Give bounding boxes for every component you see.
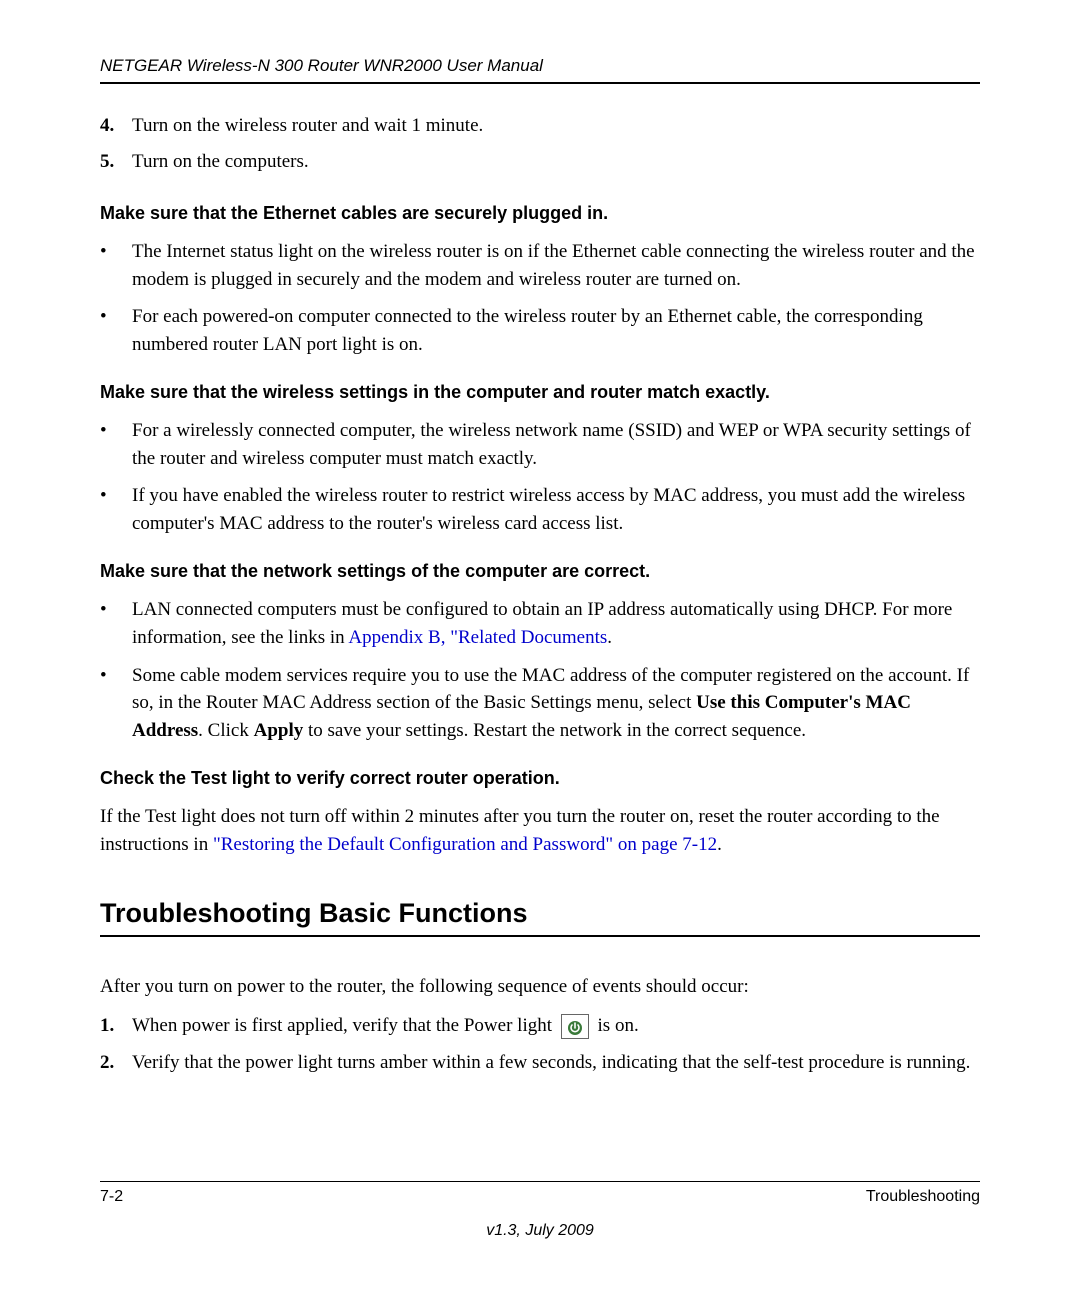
step-number: 5.: [100, 148, 132, 176]
text-run: When power is first applied, verify that…: [132, 1015, 557, 1036]
bullet-text: The Internet status light on the wireles…: [132, 238, 980, 293]
testlight-paragraph: If the Test light does not turn off with…: [100, 803, 980, 858]
section-heading: Troubleshooting Basic Functions: [100, 898, 980, 937]
bullet-icon: •: [100, 417, 132, 472]
text-run: is on.: [593, 1015, 639, 1036]
bullet-text: For each powered-on computer connected t…: [132, 303, 980, 358]
troubleshooting-steps: 1. When power is first applied, verify t…: [100, 1011, 980, 1078]
step-number: 1.: [100, 1011, 132, 1040]
bold-text: Apply: [254, 720, 304, 741]
list-item: • LAN connected computers must be config…: [100, 596, 980, 651]
list-item: 2. Verify that the power light turns amb…: [100, 1048, 980, 1077]
continued-steps-list: 4. Turn on the wireless router and wait …: [100, 112, 980, 175]
bullet-icon: •: [100, 482, 132, 537]
bullet-icon: •: [100, 303, 132, 358]
footer-section: Troubleshooting: [866, 1188, 980, 1206]
bullet-text: If you have enabled the wireless router …: [132, 482, 980, 537]
list-item: • If you have enabled the wireless route…: [100, 482, 980, 537]
text-run: to save your settings. Restart the netwo…: [303, 720, 806, 741]
step-text: Verify that the power light turns amber …: [132, 1048, 970, 1077]
subheading-ethernet: Make sure that the Ethernet cables are s…: [100, 203, 980, 224]
text-run: .: [607, 627, 612, 648]
bullet-icon: •: [100, 238, 132, 293]
list-item: 5. Turn on the computers.: [100, 148, 980, 176]
power-icon: [561, 1014, 589, 1039]
restore-link[interactable]: "Restoring the Default Configuration and…: [213, 834, 717, 855]
bullet-text: For a wirelessly connected computer, the…: [132, 417, 980, 472]
list-item: 1. When power is first applied, verify t…: [100, 1011, 980, 1040]
step-number: 4.: [100, 112, 132, 140]
subheading-testlight: Check the Test light to verify correct r…: [100, 768, 980, 789]
version-label: v1.3, July 2009: [0, 1222, 1080, 1240]
text-run: . Click: [198, 720, 253, 741]
list-item: • For each powered-on computer connected…: [100, 303, 980, 358]
wireless-bullets: • For a wirelessly connected computer, t…: [100, 417, 980, 537]
list-item: • For a wirelessly connected computer, t…: [100, 417, 980, 472]
page-number: 7-2: [100, 1188, 123, 1206]
appendix-link[interactable]: Appendix B, "Related Documents: [348, 627, 607, 648]
subheading-network: Make sure that the network settings of t…: [100, 561, 980, 582]
subheading-wireless: Make sure that the wireless settings in …: [100, 382, 980, 403]
list-item: • The Internet status light on the wirel…: [100, 238, 980, 293]
step-text: When power is first applied, verify that…: [132, 1011, 639, 1040]
step-text: Turn on the computers.: [132, 148, 309, 176]
network-bullets: • LAN connected computers must be config…: [100, 596, 980, 744]
list-item: 4. Turn on the wireless router and wait …: [100, 112, 980, 140]
step-number: 2.: [100, 1048, 132, 1077]
bullet-text: LAN connected computers must be configur…: [132, 596, 980, 651]
text-run: .: [717, 834, 722, 855]
intro-paragraph: After you turn on power to the router, t…: [100, 973, 980, 1001]
bullet-icon: •: [100, 662, 132, 745]
list-item: • Some cable modem services require you …: [100, 662, 980, 745]
page-header: NETGEAR Wireless-N 300 Router WNR2000 Us…: [100, 56, 980, 84]
ethernet-bullets: • The Internet status light on the wirel…: [100, 238, 980, 358]
step-text: Turn on the wireless router and wait 1 m…: [132, 112, 483, 140]
bullet-text: Some cable modem services require you to…: [132, 662, 980, 745]
page-footer: 7-2 Troubleshooting: [100, 1181, 980, 1206]
bullet-icon: •: [100, 596, 132, 651]
